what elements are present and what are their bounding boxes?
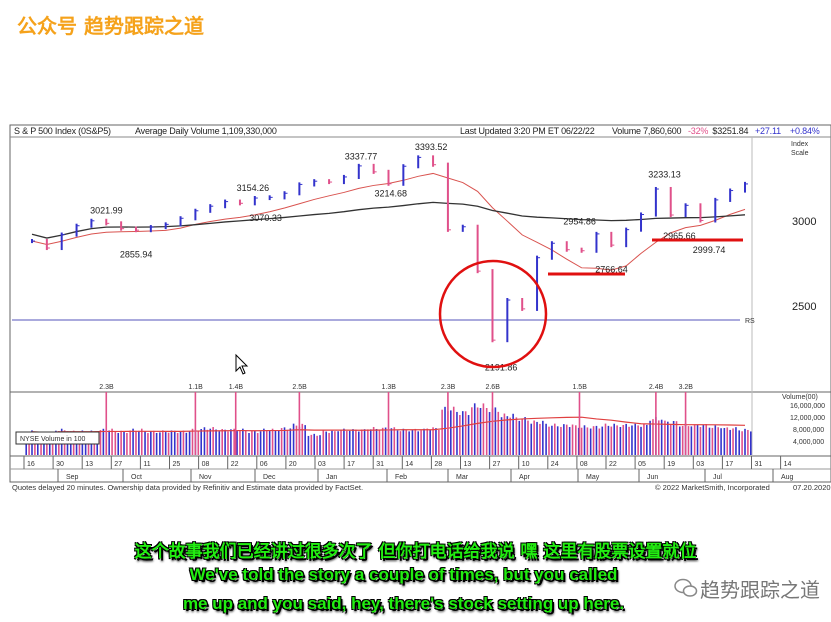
x-month-label: Apr [519, 474, 531, 481]
x-day-tick-label: 13 [85, 461, 93, 468]
volume-legend: NYSE Volume in 100 [20, 436, 85, 443]
rs-label: RS [745, 318, 755, 325]
x-day-tick-label: 31 [376, 461, 384, 468]
subtitle-chinese: 这个故事我们已经讲过很多次了 但你打电话给我说 嘿 这里有股票设置就位 [134, 542, 697, 562]
chart-header: S & P 500 Index (0S&P5) Average Daily Vo… [14, 126, 820, 136]
x-day-tick-label: 06 [260, 461, 268, 468]
volume-legend-box [15, 431, 100, 445]
x-day-tick-label: 13 [464, 461, 472, 468]
x-day-tick-label: 14 [405, 461, 413, 468]
price-annotation: 2855.94 [120, 249, 153, 259]
volume-annotation: 1.1B [188, 384, 203, 391]
footer-disclaimer: Quotes delayed 20 minutes. Ownership dat… [12, 483, 363, 492]
price-annotation: 2954.86 [563, 217, 596, 227]
footer-date: 07.20.2020 [793, 483, 831, 492]
x-month-label: May [586, 474, 600, 481]
chart-frame [9, 124, 831, 483]
volume-annotation: 2.5B [292, 384, 307, 391]
volume-annotation: 2.3B [99, 384, 114, 391]
price-annotation: 3337.77 [345, 152, 378, 162]
price-annotation: 3070.33 [249, 213, 282, 223]
x-month-label: Dec [263, 474, 276, 481]
mouse-cursor-icon [235, 353, 249, 375]
x-day-tick-label: 05 [638, 461, 646, 468]
x-day-tick-label: 14 [784, 461, 792, 468]
x-day-tick-label: 11 [143, 461, 150, 468]
price-annotation: 3393.52 [415, 142, 448, 152]
last-price: $3251.84 [712, 126, 748, 136]
x-day-tick-label: 24 [551, 461, 559, 468]
x-day-tick-label: 27 [114, 461, 122, 468]
price-change-pct: +0.84% [790, 126, 820, 136]
watermark: 趋势跟踪之道 [700, 578, 820, 602]
price-annotation: 2965.66 [663, 231, 696, 241]
subtitle-english-line-1: We've told the story a couple of times, … [189, 565, 618, 584]
volume-annotation: 1.4B [229, 384, 244, 391]
x-month-label: Nov [199, 474, 212, 481]
x-day-tick-label: 20 [289, 461, 297, 468]
price-annotation: 2766.64 [595, 265, 628, 275]
x-day-tick-label: 03 [696, 461, 704, 468]
scale-label-index: Index [791, 141, 809, 148]
x-month-label: Jun [647, 474, 658, 481]
x-axis: 16 30 13 27 11 25 08 22 06 20 03 17 31 14 28 13 27 10 24 08… [23, 456, 794, 482]
x-day-tick-label: 30 [56, 461, 64, 468]
x-month-label: Mar [456, 474, 469, 481]
x-day-tick-label: 28 [434, 461, 442, 468]
last-updated: Last Updated 3:20 PM ET 06/22/22 [460, 126, 595, 136]
scale-label-scale: Scale [791, 150, 809, 157]
y-tick-3000: 3000 [792, 216, 816, 228]
x-day-tick-label: 10 [522, 461, 530, 468]
volume-label: Volume(00) [782, 394, 818, 401]
volume-annotations: 2.3B 1.1B 1.4B 2.5B 1.3B 2.3B 2.6B 1.5B 2.4B 3.2B [99, 384, 693, 455]
price-annotation: 2999.74 [693, 245, 726, 255]
volume-tick-16m: 16,000,000 [790, 403, 825, 410]
y-tick-2500: 2500 [792, 301, 816, 313]
volume-pct: -32% [688, 126, 708, 136]
x-month-label: Aug [781, 474, 794, 481]
avg-volume: Average Daily Volume 1,109,330,000 [135, 126, 277, 136]
highlight-circle [438, 259, 548, 369]
volume-annotation: 2.4B [649, 384, 664, 391]
volume-tick-12m: 12,000,000 [790, 415, 825, 422]
x-day-tick-label: 31 [755, 461, 763, 468]
volume-tick-4m: 4,000,000 [793, 439, 824, 446]
volume-annotation: 2.6B [485, 384, 500, 391]
price-annotation: 3233.13 [648, 169, 681, 179]
price-bars [31, 155, 748, 343]
x-month-label: Sep [66, 474, 79, 481]
volume-tick-8m: 8,000,000 [793, 427, 824, 434]
x-day-tick-label: 25 [173, 461, 181, 468]
x-day-tick-label: 22 [231, 461, 239, 468]
volume-annotation: 1.5B [572, 384, 587, 391]
x-month-label: Oct [131, 474, 142, 481]
x-month-label: Jul [713, 474, 722, 481]
footer-copyright: © 2022 MarketSmith, Incorporated [655, 483, 770, 492]
price-annotation: 3154.26 [237, 183, 270, 193]
x-day-tick-label: 19 [667, 461, 675, 468]
subtitle-english-line-2: me up and you said, hey, there's stock s… [182, 594, 625, 613]
price-annotations: 3021.99 2855.94 3154.26 3070.33 3337.77 3214.… [90, 142, 725, 372]
brand-title: 公众号 趋势跟踪之道 [17, 14, 204, 38]
price-change: +27.11 [755, 126, 781, 136]
price-annotation: 3021.99 [90, 205, 123, 215]
x-day-tick-label: 08 [580, 461, 588, 468]
x-day-tick-label: 03 [318, 461, 326, 468]
x-day-tick-label: 27 [493, 461, 501, 468]
x-month-label: Jan [326, 474, 337, 481]
volume-annotation: 1.3B [382, 384, 397, 391]
volume-today: Volume 7,860,600 [612, 126, 682, 136]
x-day-tick-label: 17 [347, 461, 355, 468]
x-day-tick-label: 16 [27, 461, 35, 468]
wechat-icon [674, 578, 698, 597]
x-day-tick-label: 22 [609, 461, 617, 468]
x-month-label: Feb [395, 474, 407, 481]
price-annotation: 3214.68 [375, 188, 408, 198]
volume-annotation: 2.3B [441, 384, 456, 391]
index-name: S & P 500 Index (0S&P5) [14, 126, 111, 136]
volume-annotation: 3.2B [679, 384, 694, 391]
x-day-tick-label: 08 [202, 461, 210, 468]
x-day-tick-label: 17 [725, 461, 733, 468]
